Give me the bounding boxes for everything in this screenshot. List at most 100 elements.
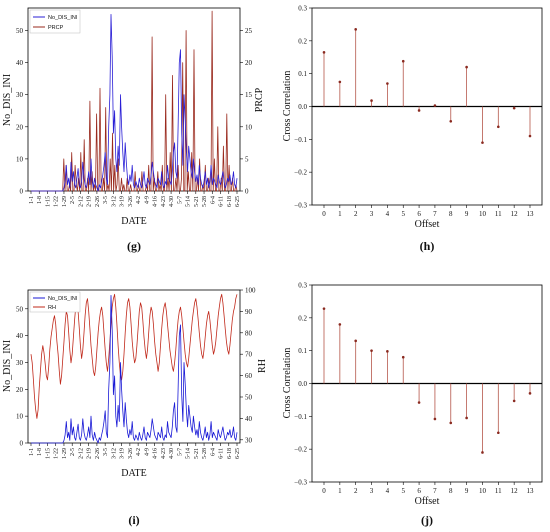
- stem-marker: [528, 392, 532, 395]
- series-line-rh: [30, 293, 238, 419]
- x-tick-label: 5: [401, 487, 405, 495]
- x-tick-label: 11: [495, 487, 502, 495]
- x-tick-label: 4-2: [136, 448, 142, 456]
- panel-i-y-left-label: No_DIS_INI: [2, 340, 13, 392]
- y-right-tick-label: 80: [245, 329, 253, 337]
- y-tick-label: 0.2: [298, 37, 307, 45]
- x-tick-label: 10: [479, 210, 487, 218]
- series-line-no-dis-ini: [31, 13, 238, 192]
- panel-j-caption: (j): [421, 513, 433, 527]
- stem-marker: [338, 80, 342, 84]
- stem-marker: [481, 141, 484, 144]
- stem-marker: [386, 350, 389, 353]
- x-tick-label: 4: [386, 210, 390, 218]
- stem-marker: [417, 109, 421, 112]
- stem-marker: [322, 51, 326, 54]
- stem-marker: [322, 307, 326, 310]
- y-tick-label: 0.3: [298, 282, 307, 290]
- y-right-tick-label: 15: [245, 91, 253, 99]
- panel-g-x-ticks: 1-1 1-8 1-15 1-22 1-29 2-5 2-12 2-19 2-26 3-5 3-12…: [29, 191, 241, 207]
- stem-marker: [370, 349, 373, 352]
- x-tick-label: 2-5: [70, 196, 76, 204]
- panel-j-stems: [312, 307, 542, 454]
- y-left-tick-label: 50: [16, 305, 24, 313]
- y-right-tick-label: 0: [245, 188, 249, 196]
- x-tick-label: 5-21: [194, 196, 200, 207]
- x-tick-label: 5-14: [186, 196, 192, 207]
- panel-g-legend-label-0: No_DIS_INI: [48, 15, 78, 21]
- panel-i-legend: No_DIS_INI RH: [29, 291, 81, 313]
- x-tick-label: 4-23: [161, 448, 167, 459]
- x-tick-label: 1-1: [29, 196, 35, 204]
- stem-marker: [497, 125, 500, 129]
- panel-h-y-label: Cross Correlation: [282, 71, 293, 142]
- x-tick-label: 1-22: [54, 196, 60, 207]
- x-tick-label: 0: [322, 487, 326, 495]
- x-tick-label: 3-12: [111, 196, 117, 207]
- x-tick-label: 10: [479, 487, 487, 495]
- panel-h-x-label: Offset: [415, 219, 440, 230]
- x-tick-label: 6-18: [227, 448, 233, 459]
- x-tick-label: 2-26: [95, 448, 101, 459]
- x-tick-label: 12: [511, 210, 519, 218]
- x-tick-label: 5-21: [194, 448, 200, 459]
- y-tick-label: −0.1: [294, 413, 307, 421]
- x-tick-label: 4-30: [169, 196, 175, 207]
- x-tick-label: 4-30: [169, 448, 175, 459]
- y-left-tick-label: 10: [16, 413, 24, 421]
- stem-marker: [449, 421, 453, 425]
- panel-h-y-ticks: −0.3 −0.2 −0.1 0.0 0.1 0.2 0.3: [294, 5, 312, 210]
- y-tick-label: −0.2: [294, 169, 307, 177]
- y-left-tick-label: 20: [16, 123, 24, 131]
- x-tick-label: 1-29: [62, 448, 68, 459]
- x-tick-label: 4-16: [153, 196, 159, 207]
- x-tick-label: 4-23: [161, 196, 167, 207]
- series-line-no-dis-ini: [31, 294, 238, 444]
- x-tick-label: 3: [370, 487, 374, 495]
- stem-marker: [449, 119, 453, 123]
- x-tick-label: 6: [417, 210, 421, 218]
- x-tick-label: 6-11: [219, 196, 225, 207]
- y-right-tick-label: 20: [245, 59, 253, 67]
- panel-i-plot-frame: [27, 289, 241, 444]
- y-right-tick-label: 50: [245, 393, 253, 401]
- stem-marker: [417, 401, 421, 404]
- x-tick-label: 11: [495, 210, 502, 218]
- x-tick-label: 3-12: [111, 448, 117, 459]
- y-right-tick-label: 70: [245, 351, 253, 359]
- stem-marker: [354, 339, 357, 343]
- x-tick-label: 1-29: [62, 196, 68, 207]
- y-right-tick-label: 60: [245, 372, 253, 380]
- x-tick-label: 8: [449, 210, 453, 218]
- stem-marker: [354, 28, 357, 31]
- x-tick-label: 0: [322, 210, 326, 218]
- panel-h-stem-chart: −0.3−0.2−0.10.00.10.20.3 0 1 2 3 4 5 6 7 8 9 10 11 1…: [282, 5, 543, 253]
- panel-j-y-label: Cross Correlation: [282, 348, 293, 419]
- panel-g-plot-frame: [27, 7, 241, 192]
- x-tick-label: 4-9: [144, 448, 150, 456]
- x-tick-label: 4-9: [144, 196, 150, 204]
- panel-i-left-y-ticks: 0 10 20 30 40 50: [16, 305, 28, 448]
- stem-marker: [512, 106, 516, 110]
- x-tick-label: 6-25: [235, 448, 241, 459]
- panel-g-left-y-ticks: 0 10 20 30 40 50: [16, 27, 28, 196]
- y-tick-label: −0.3: [294, 202, 307, 210]
- x-tick-label: 3-26: [128, 196, 134, 207]
- x-tick-label: 3-19: [120, 448, 126, 459]
- x-tick-label: 4: [386, 487, 390, 495]
- x-tick-label: 3-5: [103, 448, 109, 456]
- panel-j-x-ticks: 0 1 2 3 4 5 6 7 8 9 10 11 12 13: [322, 482, 534, 495]
- x-tick-label: 7: [433, 210, 437, 218]
- panel-g-legend-label-1: PRCP: [48, 25, 64, 31]
- x-tick-label: 3: [370, 210, 374, 218]
- y-right-tick-label: 10: [245, 123, 253, 131]
- y-tick-label: 0.0: [298, 103, 307, 111]
- y-left-tick-label: 30: [16, 91, 24, 99]
- panel-g-y-left-label: No_DIS_INI: [2, 74, 13, 126]
- stem-marker: [386, 82, 389, 85]
- x-tick-label: 2-12: [78, 196, 84, 207]
- panel-h-stems: [312, 28, 542, 144]
- x-tick-label: 5: [401, 210, 405, 218]
- panel-h-caption: (h): [420, 239, 435, 253]
